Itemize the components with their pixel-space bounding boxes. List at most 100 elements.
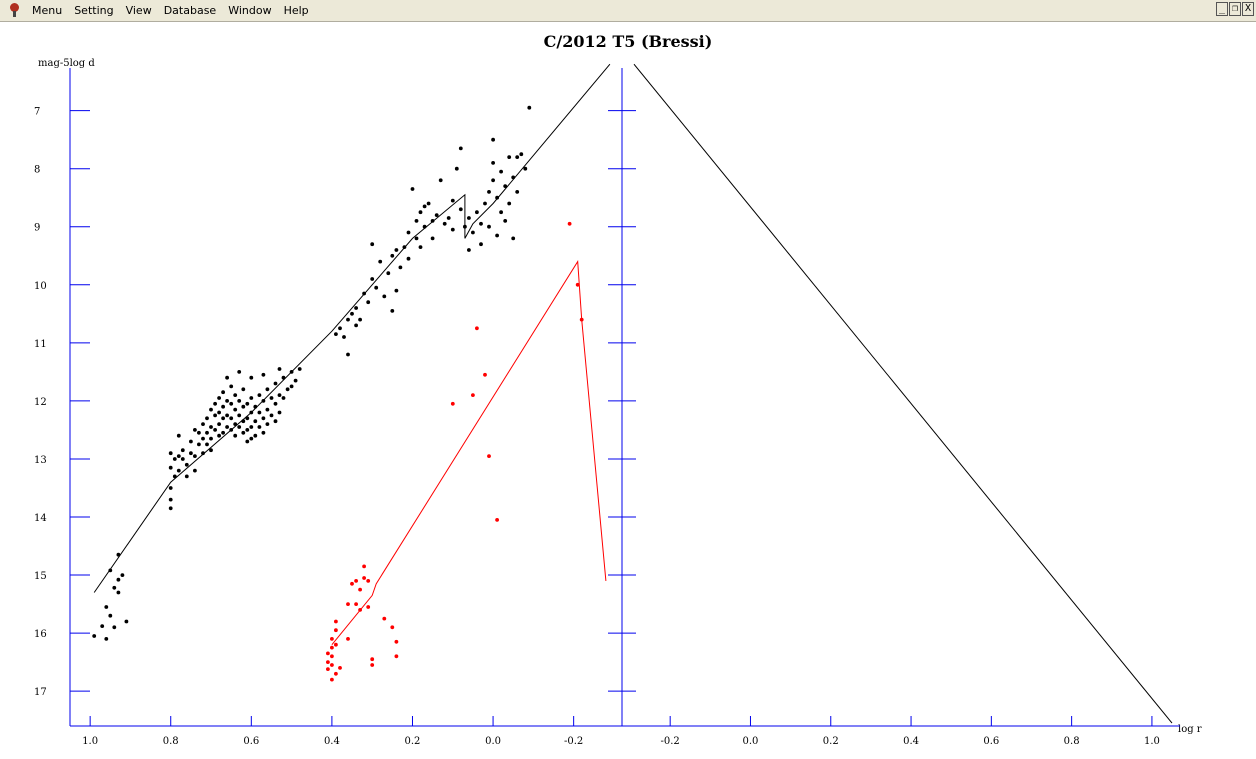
red-data-point — [334, 619, 338, 624]
black-data-point — [346, 352, 350, 357]
black-data-point — [362, 291, 366, 296]
black-data-point — [269, 396, 274, 400]
series-line-1 — [93, 63, 611, 593]
black-data-point — [193, 468, 197, 473]
black-data-point — [499, 169, 503, 174]
black-data-point — [249, 410, 254, 415]
menu-item-setting[interactable]: Setting — [74, 4, 114, 17]
black-data-point — [265, 422, 270, 426]
black-data-point — [112, 625, 117, 630]
black-data-point — [257, 425, 262, 429]
red-data-point — [394, 654, 399, 659]
black-data-point — [491, 137, 495, 142]
black-data-point — [197, 442, 201, 447]
red-data-point — [346, 637, 350, 641]
black-data-point — [342, 335, 346, 339]
black-data-point — [487, 190, 491, 194]
black-data-point — [249, 375, 254, 380]
black-data-point — [209, 407, 213, 412]
red-data-point — [330, 663, 334, 667]
black-data-point — [257, 393, 262, 397]
black-data-point — [116, 552, 121, 557]
red-data-point — [354, 602, 358, 606]
black-data-point — [346, 317, 350, 322]
black-data-point — [245, 416, 250, 421]
black-data-point — [527, 105, 532, 110]
red-data-point — [326, 660, 330, 664]
y-tick-label: 13 — [34, 455, 47, 466]
red-data-point — [370, 663, 375, 667]
black-data-point — [354, 323, 358, 328]
right-x-tick-label: 0.8 — [1064, 736, 1080, 747]
black-data-point — [237, 370, 242, 374]
black-data-point — [265, 407, 270, 412]
black-data-point — [249, 396, 254, 400]
minimize-button[interactable]: _ — [1216, 2, 1228, 16]
x-tick-label: 0.6 — [243, 736, 259, 747]
black-data-point — [495, 195, 499, 200]
menu-item-help[interactable]: Help — [283, 4, 309, 17]
black-data-point — [225, 413, 230, 418]
black-data-point — [205, 416, 209, 421]
black-data-point — [499, 210, 503, 215]
black-data-point — [273, 381, 278, 386]
menu-item-view[interactable]: View — [125, 4, 152, 17]
axes: 7 8 9 10 11 12 13 14 15 16 17 1.0 0.8 0.6 0.4 0.2 0.0 -0.… — [34, 68, 1180, 747]
black-data-point — [112, 585, 117, 590]
black-data-point — [269, 413, 274, 418]
red-data-point — [382, 616, 387, 621]
y-tick-label: 8 — [34, 165, 40, 176]
red-data-point — [487, 454, 491, 458]
black-data-point — [430, 236, 435, 241]
black-data-point — [458, 207, 463, 212]
black-data-point — [418, 245, 423, 250]
black-data-point — [507, 201, 512, 206]
black-data-point — [100, 624, 105, 628]
black-data-point — [402, 245, 407, 250]
black-data-point — [398, 265, 403, 270]
black-data-point — [414, 236, 419, 241]
black-data-point — [172, 474, 177, 479]
black-data-point — [116, 577, 121, 582]
black-data-point — [249, 436, 254, 441]
red-data-point — [354, 579, 358, 583]
black-data-point — [370, 277, 375, 281]
black-data-point — [434, 213, 439, 218]
black-data-point — [523, 166, 528, 171]
y-tick-label: 14 — [34, 513, 47, 524]
black-data-point — [104, 605, 109, 609]
black-data-point — [261, 372, 266, 377]
restore-button[interactable]: ❐ — [1229, 2, 1241, 16]
black-data-point — [193, 428, 197, 432]
black-data-point — [172, 457, 177, 461]
red-data-point — [366, 579, 371, 583]
close-button[interactable]: X — [1242, 2, 1254, 16]
y-tick-label: 7 — [34, 107, 40, 118]
black-data-point — [261, 430, 266, 435]
black-data-point — [201, 436, 205, 441]
chart-title: C/2012 T5 (Bressi) — [544, 32, 713, 51]
black-data-point — [257, 410, 262, 415]
menu-item-menu[interactable]: Menu — [32, 4, 63, 17]
red-data-point — [575, 282, 580, 287]
red-data-point — [471, 393, 475, 397]
black-data-point — [168, 465, 173, 470]
black-data-point — [176, 433, 181, 438]
right-x-tick-label: 0.4 — [903, 736, 919, 747]
black-data-point — [463, 224, 467, 229]
red-data-point — [346, 602, 350, 606]
black-data-point — [511, 236, 516, 241]
menu-item-database[interactable]: Database — [163, 4, 217, 17]
black-data-point — [422, 204, 427, 209]
menu-item-window[interactable]: Window — [228, 4, 272, 17]
black-data-point — [108, 613, 113, 618]
black-data-point — [221, 390, 226, 395]
black-data-point — [168, 497, 173, 502]
black-data-point — [446, 216, 451, 220]
black-data-point — [217, 433, 222, 438]
black-data-point — [221, 416, 226, 421]
black-data-point — [386, 271, 391, 276]
black-data-point — [233, 433, 238, 438]
red-data-point — [579, 317, 584, 322]
black-data-point — [450, 227, 455, 232]
